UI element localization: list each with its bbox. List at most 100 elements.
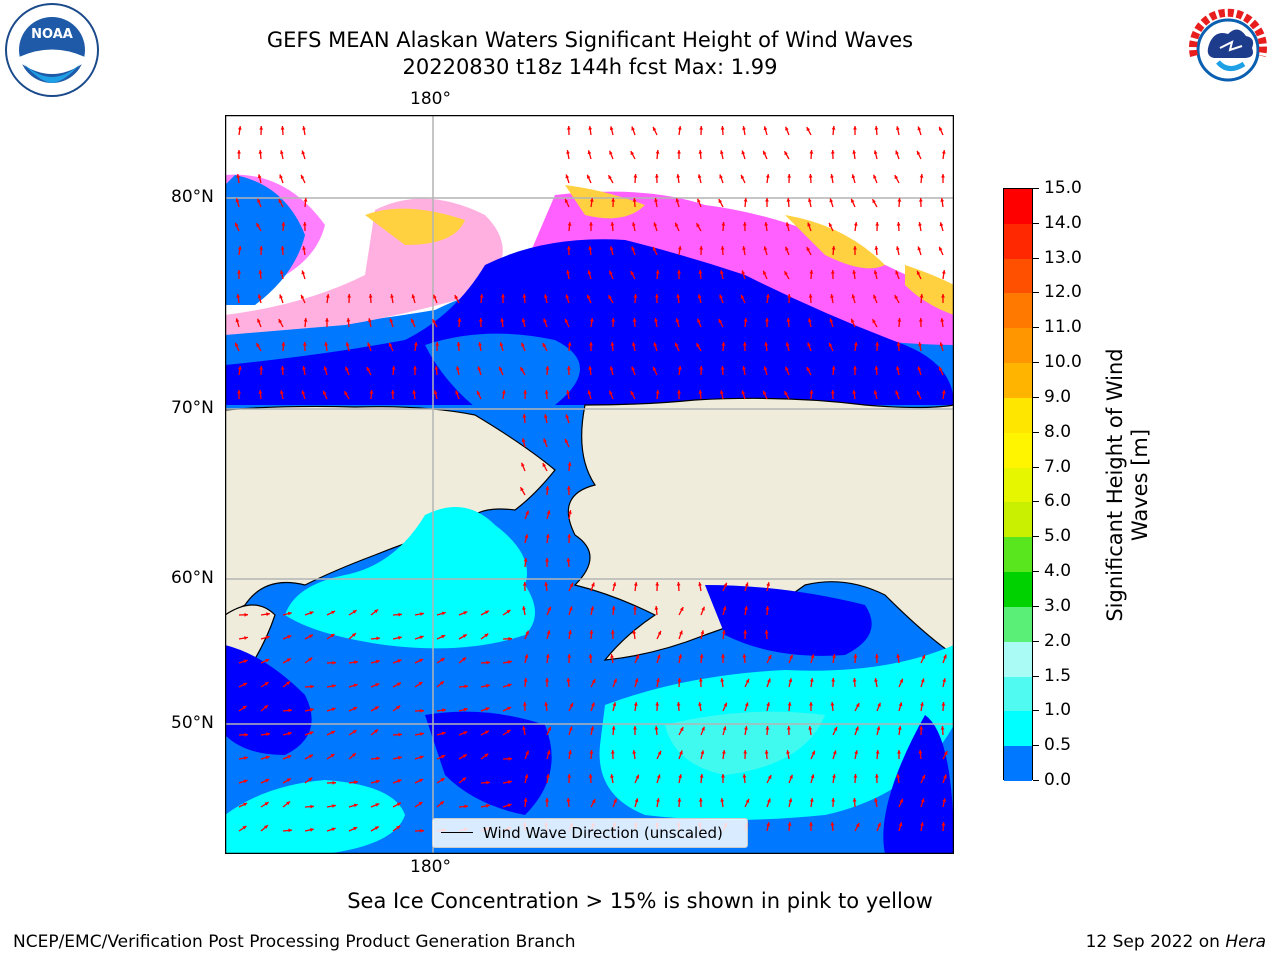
wind-wave-arrowhead xyxy=(785,126,789,131)
wind-wave-arrowhead xyxy=(544,702,549,706)
wind-wave-arrowhead xyxy=(567,654,572,658)
wind-wave-arrowhead xyxy=(286,778,291,782)
wind-wave-arrowhead xyxy=(332,684,336,688)
wind-wave-arrowhead xyxy=(740,294,745,299)
wind-wave-arrowhead xyxy=(374,826,379,830)
colorbar-tick xyxy=(1033,745,1039,747)
wind-wave-arrowhead xyxy=(787,822,792,826)
wind-wave-arrowhead xyxy=(917,366,922,371)
wind-wave-arrowhead xyxy=(301,270,306,275)
wind-wave-arrowhead xyxy=(612,702,617,707)
wind-wave-arrowhead xyxy=(874,366,879,370)
wind-wave-arrowhead xyxy=(433,294,437,299)
colorbar-band xyxy=(1004,711,1032,747)
wind-wave-arrowhead xyxy=(419,778,424,783)
wind-wave-arrowhead xyxy=(413,366,417,370)
wind-wave-arrowhead xyxy=(721,774,725,778)
wind-wave-arrowhead xyxy=(675,342,679,347)
wind-wave-arrowhead xyxy=(677,798,682,802)
wind-wave-arrowhead xyxy=(499,366,503,371)
wind-wave-arrowhead xyxy=(568,630,572,634)
wind-wave-arrowhead xyxy=(699,774,704,778)
lat-label-70: 70°N xyxy=(171,398,214,418)
wind-wave-arrowhead xyxy=(564,438,569,443)
wind-wave-arrowhead xyxy=(921,654,926,659)
wind-wave-arrowhead xyxy=(418,682,423,686)
wind-wave-arrowhead xyxy=(830,150,835,154)
wind-wave-arrowhead xyxy=(310,684,314,689)
wind-wave-arrowhead xyxy=(524,774,529,779)
wind-wave-arrowhead xyxy=(544,294,548,298)
wind-wave-arrowhead xyxy=(918,342,922,346)
wind-wave-arrowhead xyxy=(508,756,512,761)
wind-wave-arrowhead xyxy=(740,174,745,179)
wind-wave-arrowhead xyxy=(767,798,771,803)
wind-wave-arrowhead xyxy=(744,726,748,730)
wind-wave-arrowhead xyxy=(743,750,748,754)
wind-wave-arrowhead xyxy=(809,150,814,154)
colorbar-tick xyxy=(1033,292,1039,294)
wind-wave-arrowhead xyxy=(353,827,358,831)
wind-wave-arrowhead xyxy=(346,318,351,322)
wind-wave-arrowhead xyxy=(697,198,701,203)
colorbar-tick-label: 12.0 xyxy=(1044,282,1082,303)
wind-wave-arrowhead xyxy=(830,822,835,826)
wind-wave-arrowhead xyxy=(679,607,684,612)
wind-wave-arrowhead xyxy=(508,636,512,641)
wind-wave-arrowhead xyxy=(567,462,572,466)
footer-date: 12 Sep 2022 on Hera xyxy=(1086,932,1266,952)
wind-wave-arrowhead xyxy=(441,611,446,616)
wind-wave-arrowhead xyxy=(899,798,903,803)
colorbar-tick-label: 4.0 xyxy=(1044,561,1072,582)
wind-wave-arrowhead xyxy=(501,294,505,298)
wind-wave-arrowhead xyxy=(434,366,439,370)
wind-wave-arrowhead xyxy=(464,804,468,809)
wind-wave-arrowhead xyxy=(419,635,424,640)
wind-wave-arrowhead xyxy=(787,702,792,706)
wind-wave-arrowhead xyxy=(828,342,833,347)
wind-wave-arrowhead xyxy=(677,678,682,682)
wind-wave-arrowhead xyxy=(896,246,900,250)
wind-wave-arrowhead xyxy=(940,198,945,202)
wind-wave-arrowhead xyxy=(301,150,306,155)
wind-wave-arrowhead xyxy=(722,606,727,611)
wind-wave-arrowhead xyxy=(653,222,658,227)
colorbar-tick-label: 9.0 xyxy=(1044,386,1072,407)
wind-wave-arrowhead xyxy=(389,318,394,323)
colorbar-tick xyxy=(1033,396,1039,398)
wind-wave-arrowhead xyxy=(655,270,660,274)
wind-wave-arrowhead xyxy=(308,657,313,662)
wind-wave-arrowhead xyxy=(237,246,242,250)
wind-wave-arrowhead xyxy=(675,222,679,227)
wind-wave-arrowhead xyxy=(374,609,379,614)
wind-wave-arrowhead xyxy=(632,222,636,226)
colorbar-tick xyxy=(1033,605,1039,607)
wind-wave-arrowhead xyxy=(766,822,770,826)
wind-wave-arrowhead xyxy=(441,635,446,639)
wind-wave-arrowhead xyxy=(368,318,372,322)
wind-wave-arrowhead xyxy=(486,804,490,808)
wind-wave-arrowhead xyxy=(440,778,445,782)
wind-wave-arrowhead xyxy=(391,366,396,370)
wind-wave-arrowhead xyxy=(894,295,899,300)
wind-wave-arrowhead xyxy=(678,774,682,778)
wind-wave-arrowhead xyxy=(634,678,639,683)
wind-wave-arrowhead xyxy=(829,318,834,323)
colorbar xyxy=(1003,188,1033,782)
wind-wave-arrowhead xyxy=(918,198,923,202)
wind-wave-arrowhead xyxy=(765,606,770,610)
wind-wave-arrowhead xyxy=(939,342,944,347)
wind-wave-arrowhead xyxy=(244,636,248,640)
wind-wave-arrowhead xyxy=(565,294,570,299)
wind-wave-arrowhead xyxy=(655,390,660,394)
wind-wave-arrowhead xyxy=(589,630,594,634)
wind-wave-arrowhead xyxy=(486,780,490,785)
wind-wave-arrowhead xyxy=(697,174,702,179)
wind-wave-arrowhead xyxy=(476,390,481,395)
wind-wave-arrowhead xyxy=(632,630,637,634)
wind-wave-arrowhead xyxy=(633,702,638,706)
wind-wave-arrowhead xyxy=(506,730,511,734)
wind-wave-arrowhead xyxy=(786,318,791,322)
wind-wave-arrowhead xyxy=(374,706,379,710)
wind-wave-arrowhead xyxy=(633,294,638,298)
